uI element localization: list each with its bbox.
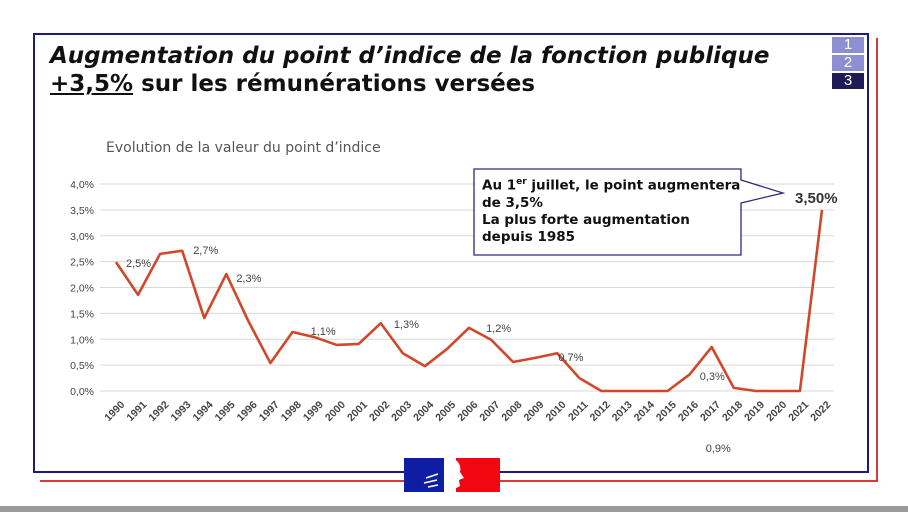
x-tick-label: 1996 [235, 399, 260, 424]
data-label: 1,1% [311, 326, 336, 338]
y-tick-label: 3,5% [70, 205, 94, 217]
data-label: 0,9% [706, 443, 731, 455]
x-tick-label: 2006 [455, 399, 480, 424]
data-label: 0,7% [558, 352, 583, 364]
x-tick-label: 2019 [742, 399, 767, 424]
x-tick-label: 2013 [610, 399, 635, 424]
x-tick-label: 2003 [389, 399, 414, 424]
data-label: 1,2% [486, 323, 511, 335]
y-tick-label: 0,5% [70, 360, 94, 372]
x-tick-label: 2001 [345, 399, 370, 424]
callout-line-4: depuis 1985 [482, 228, 576, 245]
y-tick-label: 3,0% [70, 231, 94, 243]
series-line [114, 209, 824, 393]
x-tick-label: 1997 [257, 399, 282, 424]
callout-line-1b: juillet, le point augmentera [526, 177, 741, 194]
x-tick-label: 2022 [808, 399, 833, 424]
x-tick-label: 1990 [102, 399, 127, 424]
x-tick-label: 1995 [213, 399, 238, 424]
slide-pager: 1 2 3 [832, 37, 864, 91]
data-label: 0,3% [700, 371, 725, 383]
x-tick-label: 1992 [146, 399, 171, 424]
x-tick-label: 2016 [676, 399, 701, 424]
x-tick-label: 2012 [588, 399, 613, 424]
page-title: Augmentation du point d’indice de la fon… [50, 42, 769, 98]
y-tick-label: 0,0% [70, 386, 94, 398]
x-tick-label: 2009 [522, 399, 547, 424]
title-line-2-rest: sur les rémunérations versées [133, 71, 536, 97]
x-tick-label: 2018 [720, 399, 745, 424]
title-line-2: +3,5% sur les rémunérations versées [50, 70, 769, 98]
title-highlight: +3,5% [50, 71, 134, 97]
callout-sup: er [516, 177, 527, 187]
y-tick-label: 1,0% [70, 334, 94, 346]
x-tick-label: 2000 [323, 399, 348, 424]
x-tick-label: 2002 [367, 399, 392, 424]
marianne-logo-graphic [404, 457, 500, 492]
data-label: 1,3% [394, 319, 419, 331]
x-tick-label: 1999 [301, 399, 326, 424]
x-tick-label: 2010 [544, 399, 569, 424]
callout-line-1a: Au 1 [482, 177, 517, 194]
x-tick-label: 2015 [654, 399, 679, 424]
x-tick-label: 1994 [191, 399, 216, 424]
x-tick-label: 2011 [566, 399, 591, 424]
callout-line-1: Au 1er juillet, le point augmentera [482, 174, 740, 195]
x-tick-label: 2021 [786, 399, 811, 424]
x-tick-label: 1991 [124, 399, 149, 424]
pager-step-2[interactable]: 2 [832, 55, 864, 71]
x-tick-label: 2004 [411, 399, 436, 424]
marianne-logo [404, 456, 500, 492]
data-label: 2,7% [193, 245, 218, 257]
callout-line-3: La plus forte augmentation [482, 211, 690, 228]
y-tick-label: 2,5% [70, 257, 94, 269]
frame-red-line-right [876, 38, 878, 482]
title-line-1: Augmentation du point d’indice de la fon… [50, 43, 770, 69]
callout-line-2: de 3,5% [482, 194, 543, 211]
pager-step-1[interactable]: 1 [832, 37, 864, 53]
x-tick-label: 2017 [698, 399, 723, 424]
x-tick-label: 2007 [477, 399, 502, 424]
data-label: 2,3% [236, 273, 261, 285]
x-tick-label: 1998 [279, 399, 304, 424]
x-tick-label: 1993 [169, 399, 194, 424]
bottom-bar [0, 506, 908, 512]
x-tick-label: 2005 [433, 399, 458, 424]
y-tick-label: 2,0% [70, 283, 94, 295]
callout-text: Au 1er juillet, le point augmentera de 3… [482, 174, 740, 246]
y-tick-label: 4,0% [70, 179, 94, 191]
pager-step-3[interactable]: 3 [832, 73, 864, 89]
callout-box [473, 168, 786, 256]
data-label: 2,5% [126, 258, 151, 270]
x-tick-label: 2014 [632, 399, 657, 424]
x-tick-label: 2008 [499, 399, 524, 424]
y-tick-label: 1,5% [70, 308, 94, 320]
x-tick-label: 2020 [764, 399, 789, 424]
data-label: 3,50% [795, 190, 838, 207]
chart-title: Evolution de la valeur du point d’indice [106, 140, 381, 156]
